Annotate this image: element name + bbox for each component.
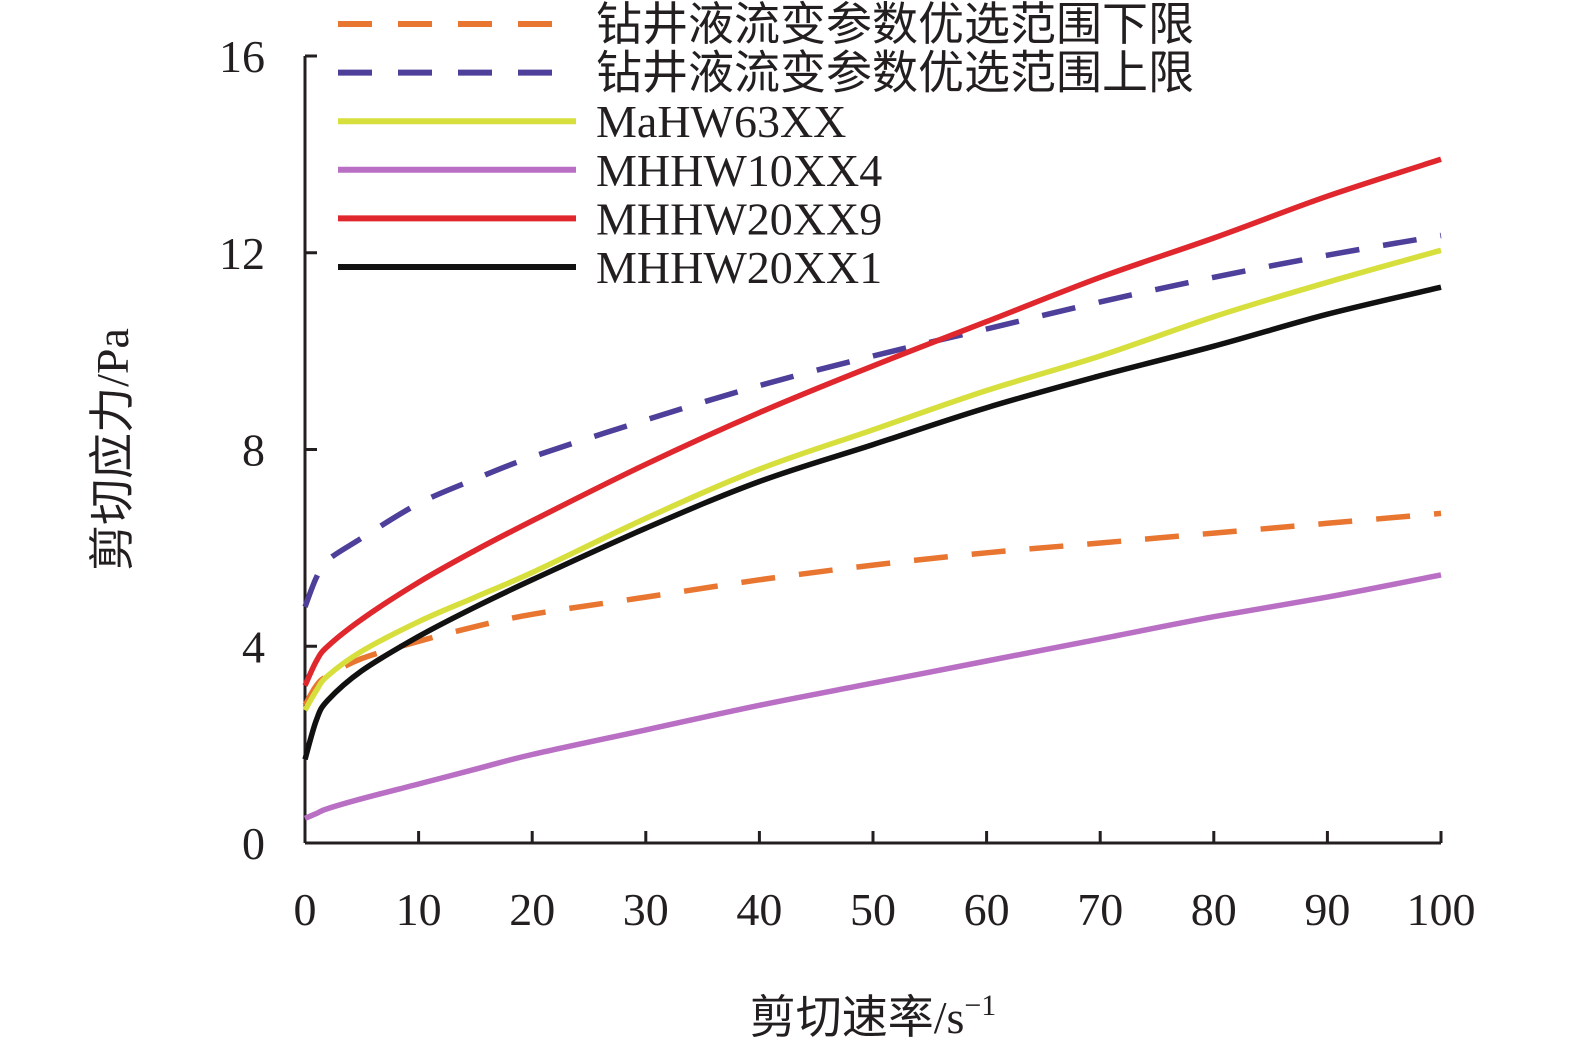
y-tick-label: 16 [219, 31, 265, 82]
x-ticks: 0 10 20 30 40 50 60 70 80 90 100 [294, 831, 1476, 935]
y-ticks: 0 4 8 12 16 [219, 31, 317, 869]
y-tick-label: 8 [242, 425, 265, 476]
series-line-4 [303, 572, 1442, 821]
legend-label-1: 钻井液流变参数优选范围下限 [596, 0, 1194, 50]
x-tick-label: 50 [850, 884, 896, 935]
series-line-6 [302, 284, 1442, 761]
x-tick-label: 30 [623, 884, 669, 935]
x-tick-label: 40 [736, 884, 782, 935]
x-tick-label: 20 [509, 884, 555, 935]
series-lines [302, 156, 1442, 821]
x-tick-label: 60 [964, 884, 1010, 935]
series-line-3 [302, 247, 1442, 712]
y-axis-title: 剪切应力/Pa [87, 328, 138, 571]
legend-label-5: MHHW20XX9 [596, 193, 882, 244]
legend: 钻井液流变参数优选范围下限钻井液流变参数优选范围上限MaHW63XXMHHW10… [338, 0, 1194, 293]
legend-label-3: MaHW63XX [596, 96, 846, 147]
legend-label-4: MHHW10XX4 [596, 145, 882, 196]
x-tick-label: 80 [1191, 884, 1237, 935]
x-axis-title-superscript: −1 [964, 989, 996, 1022]
legend-label-2: 钻井液流变参数优选范围上限 [596, 48, 1194, 99]
x-tick-label: 10 [396, 884, 442, 935]
series-line-5 [302, 156, 1442, 687]
x-tick-label: 70 [1077, 884, 1123, 935]
series-line-1 [302, 510, 1442, 707]
series-line-2 [302, 232, 1442, 608]
legend-label-6: MHHW20XX1 [596, 242, 882, 293]
x-tick-label: 90 [1304, 884, 1350, 935]
x-tick-label: 0 [294, 884, 317, 935]
y-tick-label: 0 [242, 818, 265, 869]
y-tick-label: 12 [219, 228, 265, 279]
y-tick-label: 4 [242, 621, 265, 672]
x-tick-label: 100 [1407, 884, 1476, 935]
x-axis-title: 剪切速率/s−1 [750, 989, 997, 1043]
